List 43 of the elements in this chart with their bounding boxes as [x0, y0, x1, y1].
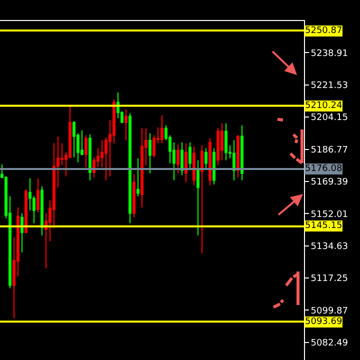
candlestick [188, 142, 192, 171]
y-tick-label: 5169.39 [310, 178, 348, 188]
y-tick-label: 5099.87 [310, 306, 348, 316]
candlestick [224, 122, 228, 161]
candlestick [208, 138, 212, 186]
candlestick [232, 140, 236, 181]
candlestick [240, 124, 244, 181]
ref-line-label: 5093.69 [305, 317, 342, 327]
y-tick-label: 5152.01 [310, 210, 348, 220]
candlestick [88, 134, 92, 181]
ref-line-label: 5250.87 [305, 26, 342, 36]
candlestick [216, 128, 220, 166]
candlestick [140, 128, 144, 208]
y-tick-label: 5238.91 [310, 48, 348, 59]
candlestick [124, 108, 128, 141]
ref-line-label: 5145.15 [305, 221, 342, 231]
candlestick [136, 158, 140, 197]
ref-line-label: 5210.24 [305, 101, 342, 111]
y-tick-label: 5082.49 [310, 338, 348, 349]
candlestick [24, 188, 28, 234]
y-tick-label: 5186.77 [310, 145, 348, 156]
y-tick-label: 5204.15 [310, 113, 348, 124]
y-tick-label: 5134.63 [310, 242, 348, 252]
candlestick [180, 142, 184, 176]
candlestick [236, 134, 240, 178]
candlestick [132, 174, 136, 218]
candlestick [128, 112, 132, 224]
candlestick [204, 148, 208, 169]
candlestick [192, 146, 196, 186]
y-tick-label: 5221.53 [310, 81, 348, 91]
candlestick [212, 148, 216, 185]
candlestick [20, 212, 24, 253]
candlestick [184, 142, 188, 183]
candlestick [40, 186, 44, 236]
candlestick [160, 114, 164, 144]
y-tick-label: 5117.25 [310, 274, 348, 284]
candlestick [84, 134, 88, 168]
candlestick [176, 144, 180, 174]
candlestick [148, 132, 152, 174]
candlestick [196, 160, 200, 236]
ref-line-label: 5176.08 [305, 164, 342, 174]
candlestick [36, 178, 40, 213]
candlestick [200, 144, 204, 254]
